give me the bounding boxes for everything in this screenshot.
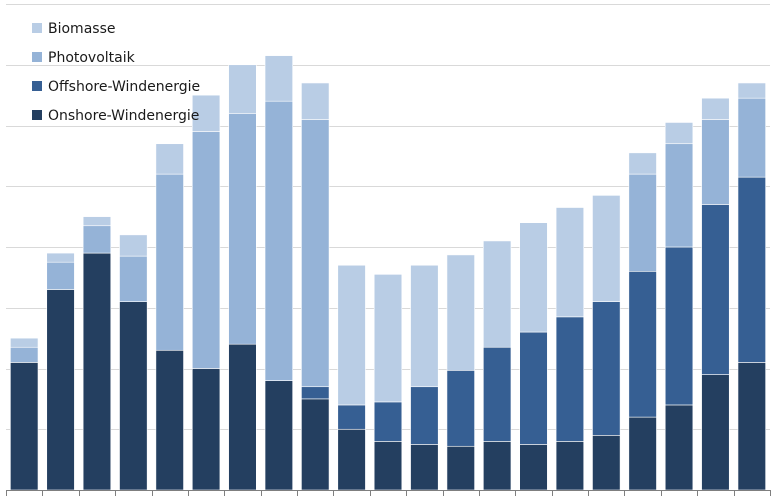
bar-segment [737,362,766,491]
bar-segment [410,444,439,491]
bar-segment [264,100,293,381]
bar-segment [737,82,766,99]
bar-segment [301,398,330,491]
bar-segment [483,240,512,348]
legend-item: Biomasse [32,21,115,37]
bar-segment [628,152,657,175]
bar-segment [483,346,512,442]
bar-segment [10,346,39,363]
bar-segment [337,264,366,406]
legend-item: Offshore-Windenergie [32,79,200,95]
bar-segment [519,222,548,333]
bar-segment [664,122,694,145]
bar-segment [82,252,112,491]
bar-segment [592,195,621,302]
bar-segment [701,119,730,205]
bar-segment [628,416,657,491]
bar-segment [373,441,403,491]
bar-segment [664,404,694,491]
series-onshore-windenergie [10,252,766,491]
bar-segment [82,216,112,227]
bar-segment [337,404,366,430]
bar-segment [155,173,184,351]
legend-item: Photovoltaik [32,50,136,66]
legend-swatch [32,110,42,120]
series-biomasse [10,55,766,406]
bar-segment [337,428,366,491]
bar-segment [264,55,293,102]
legend-label: Biomasse [48,21,115,37]
legend-label: Photovoltaik [48,50,136,66]
legend-label: Offshore-Windenergie [48,79,200,95]
bar-segment [119,301,148,491]
bar-segment [46,252,75,263]
bar-segment [155,349,184,491]
bar-segment [446,254,475,371]
legend-item: Onshore-Windenergie [32,108,199,124]
bar-segment [264,380,293,491]
bar-segment [446,445,475,491]
bar-segment [82,225,112,254]
bar-segment [301,119,330,388]
bar-segment [228,343,257,491]
series-photovoltaik [10,97,766,388]
bar-segment [373,274,403,403]
bar-segment [10,337,39,348]
bar-segment [228,64,257,114]
legend-label: Onshore-Windenergie [48,108,199,124]
bar-segment [191,368,221,491]
bar-segment [483,441,512,491]
bar-segment [701,204,730,375]
bar-segment [119,234,148,257]
bar-segment [664,143,694,248]
bar-segment [737,176,766,363]
bar-segment [410,386,439,445]
bar-segment [301,386,330,400]
bar-segment [191,94,221,132]
bar-segment [155,143,184,175]
bar-segment [119,255,148,302]
bar-segment [10,362,39,491]
bar-segment [628,173,657,272]
bar-segment [191,131,221,369]
bar-segment [519,444,548,491]
legend-swatch [32,23,42,33]
bar-segment [592,301,621,436]
legend-swatch [32,52,42,62]
bar-segment [737,97,766,178]
bar-segment [301,82,330,120]
bar-segment [446,370,475,447]
bar-segment [410,264,439,388]
bar-segment [592,435,621,491]
bar-segment [555,441,585,491]
series-offshore-windenergie [301,176,766,447]
x-axis [6,490,771,496]
bar-segment [46,261,75,290]
bar-segment [519,331,548,445]
bar-segment [701,374,730,491]
legend-swatch [32,81,42,91]
bar-segment [555,316,585,442]
bar-segment [46,289,75,491]
bar-segment [701,97,730,120]
legend: Biomasse Photovoltaik Offshore-Windenergie… [32,21,200,124]
bar-segment [373,401,403,442]
bar-segment [628,270,657,418]
bar-series-group [10,55,766,491]
bar-segment [555,207,585,318]
bar-segment [228,113,257,345]
bar-segment [664,246,694,406]
